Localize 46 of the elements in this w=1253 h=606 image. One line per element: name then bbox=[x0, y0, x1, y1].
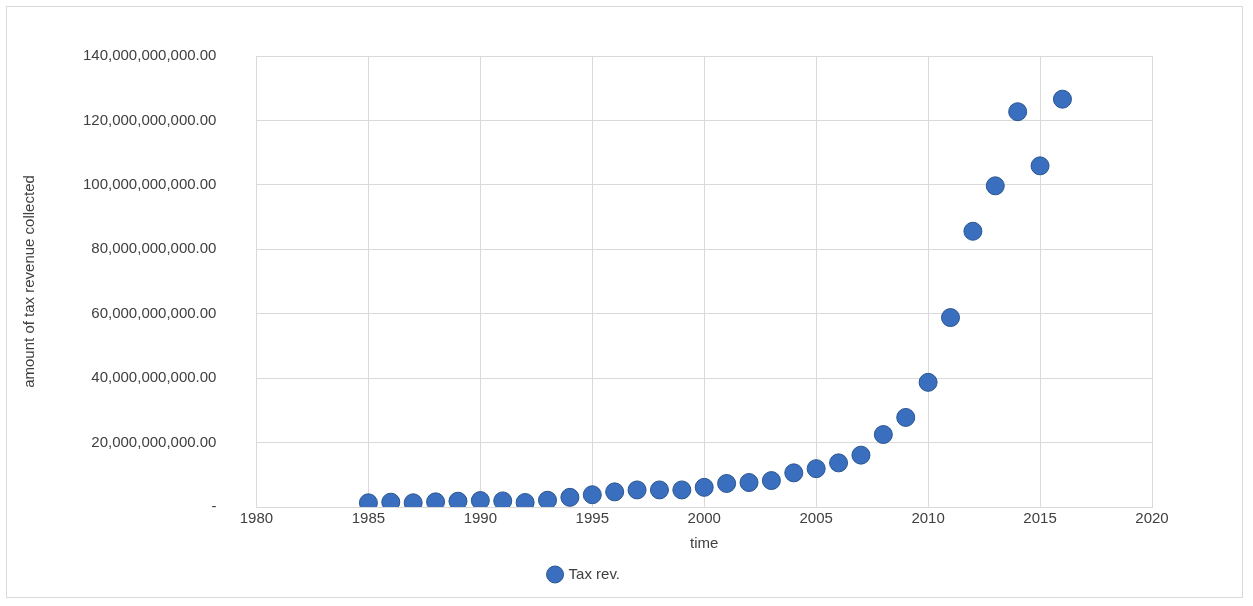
x-tick-label: 1995 bbox=[575, 509, 609, 527]
point bbox=[582, 485, 602, 505]
y-tick-label: 120,000,000,000.00 bbox=[82, 110, 217, 128]
x-tick-label: 1990 bbox=[463, 509, 498, 527]
point bbox=[985, 176, 1005, 196]
y-axis-title: amount of tax revenue collected bbox=[20, 175, 38, 388]
point bbox=[896, 407, 916, 427]
point bbox=[1008, 102, 1028, 122]
point bbox=[739, 473, 759, 493]
x-tick-label: 2020 bbox=[1135, 509, 1169, 527]
point bbox=[806, 459, 826, 479]
x-tick-label: 2015 bbox=[1023, 509, 1057, 527]
point bbox=[963, 221, 983, 241]
x-tick-label: 2005 bbox=[799, 509, 833, 527]
y-tick-label: 40,000,000,000.00 bbox=[91, 368, 217, 386]
point bbox=[941, 308, 960, 328]
point bbox=[761, 471, 781, 491]
point bbox=[717, 473, 737, 493]
point bbox=[829, 453, 849, 473]
y-tick-label: 60,000,000,000.00 bbox=[91, 303, 217, 321]
point bbox=[784, 463, 804, 483]
legend-label: Tax rev. bbox=[568, 564, 620, 582]
point bbox=[1030, 156, 1050, 176]
x-tick-label: 1980 bbox=[239, 509, 274, 527]
point bbox=[873, 425, 893, 445]
point bbox=[918, 372, 938, 392]
point bbox=[694, 477, 714, 497]
y-tick-label: 100,000,000,000.00 bbox=[82, 175, 217, 192]
y-tick-label: - bbox=[211, 497, 217, 515]
point bbox=[1052, 89, 1072, 109]
point bbox=[672, 480, 692, 500]
point bbox=[470, 491, 490, 507]
point bbox=[493, 491, 513, 507]
point bbox=[538, 490, 558, 507]
y-tick-label: 20,000,000,000.00 bbox=[91, 432, 217, 450]
x-tick-label: 2010 bbox=[911, 509, 945, 527]
point bbox=[605, 482, 625, 502]
x-tick-label: 1985 bbox=[351, 509, 386, 527]
point bbox=[560, 487, 580, 507]
y-tick-label: 140,000,000,000.00 bbox=[82, 46, 217, 64]
x-tick-label: 2000 bbox=[687, 509, 721, 527]
y-tick-label: 80,000,000,000.00 bbox=[91, 239, 217, 257]
point bbox=[627, 480, 647, 500]
point bbox=[851, 445, 871, 465]
x-axis-title: time bbox=[690, 534, 719, 552]
point bbox=[649, 480, 669, 500]
